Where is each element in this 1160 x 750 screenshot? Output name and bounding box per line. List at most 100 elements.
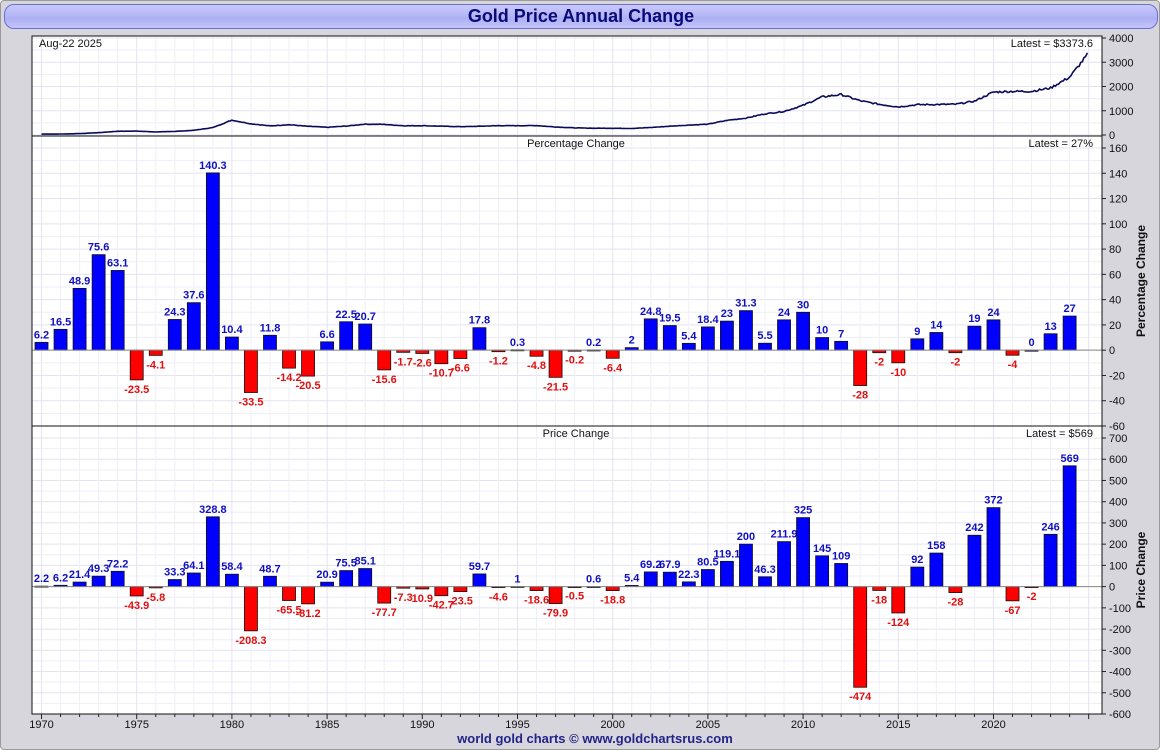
price-change-data-label: 1 xyxy=(514,573,520,585)
percentage-change-ytick-label: 0 xyxy=(1109,345,1115,357)
percentage-change-data-label: -0.2 xyxy=(565,354,584,366)
percentage-change-data-label: -6.6 xyxy=(451,363,470,375)
price-change-bar xyxy=(1043,533,1058,588)
price-change-data-label: -2 xyxy=(1027,591,1037,603)
percentage-change-data-label: -14.2 xyxy=(276,372,301,384)
price-change-data-label: -28 xyxy=(947,597,963,609)
price-change-data-label: 67.9 xyxy=(659,559,680,571)
price-change-bar xyxy=(529,586,544,591)
price-change-data-label: -43.9 xyxy=(124,600,149,612)
percentage-change-data-label: -33.5 xyxy=(238,397,263,409)
price-change-bar xyxy=(110,570,125,588)
price-change-ytick-label: 300 xyxy=(1109,518,1127,530)
percentage-change-latest-label: Latest = 27% xyxy=(1028,138,1093,150)
price-change-data-label: 58.4 xyxy=(221,561,243,573)
price-change-data-label: -65.5 xyxy=(276,605,301,617)
percentage-change-data-label: 7 xyxy=(838,328,844,340)
price-change-data-label: -79.9 xyxy=(543,608,568,620)
percentage-change-bar xyxy=(263,334,277,351)
price-change-data-label: -7.3 xyxy=(394,592,413,604)
percentage-change-data-label: 48.9 xyxy=(69,275,90,287)
gold-price-ytick-label: 4000 xyxy=(1109,33,1133,45)
price-change-data-label: 328.8 xyxy=(199,504,227,516)
price-change-ytick-label: 200 xyxy=(1109,539,1127,551)
price-change-bar xyxy=(986,507,1001,588)
price-change-title: Price Change xyxy=(543,428,610,440)
price-change-latest-label: Latest = $569 xyxy=(1026,428,1093,440)
percentage-change-data-label: 31.3 xyxy=(735,298,756,310)
percentage-change-data-label: -15.6 xyxy=(372,374,397,386)
gold-price-line xyxy=(41,52,1089,135)
price-change-bar xyxy=(244,586,258,632)
percentage-change-ytick-label: 100 xyxy=(1109,219,1127,231)
price-change-ytick-label: 500 xyxy=(1109,475,1127,487)
price-change-data-label: -67 xyxy=(1005,605,1021,617)
percentage-change-data-label: 20.7 xyxy=(354,311,375,323)
price-change-ylabel: Price Change xyxy=(1134,531,1148,608)
percentage-change-bar xyxy=(529,349,544,357)
percentage-change-ytick-label: -20 xyxy=(1109,370,1125,382)
percentage-change-bar xyxy=(472,327,487,351)
percentage-change-data-label: 0.3 xyxy=(510,337,525,349)
price-change-ytick-label: 600 xyxy=(1109,454,1127,466)
price-change-bar xyxy=(758,576,772,588)
percentage-change-data-label: -2.6 xyxy=(413,357,432,369)
percentage-change-bar xyxy=(358,323,373,351)
price-change-data-label: 33.3 xyxy=(164,567,185,579)
percentage-change-bar xyxy=(1062,315,1077,351)
percentage-change-bar xyxy=(225,336,239,351)
price-change-data-label: -77.7 xyxy=(372,607,397,619)
percentage-change-data-label: -2 xyxy=(951,357,961,369)
price-change-data-label: 0.6 xyxy=(586,573,601,585)
percentage-change-bar xyxy=(110,270,125,351)
gold-price-ytick-label: 0 xyxy=(1109,130,1115,142)
percentage-change-data-label: 19.5 xyxy=(659,313,680,325)
percentage-change-data-label: 19 xyxy=(968,313,980,325)
price-change-bar xyxy=(834,563,849,588)
price-change-bar xyxy=(948,586,963,593)
price-change-bar xyxy=(681,581,696,588)
percentage-change-data-label: 10 xyxy=(816,325,828,337)
price-change-bar xyxy=(1062,465,1077,588)
percentage-change-bar xyxy=(453,349,468,359)
plot-border xyxy=(31,35,1103,715)
percentage-change-data-label: 63.1 xyxy=(107,257,128,269)
price-change-bar xyxy=(700,569,715,588)
price-change-data-label: 64.1 xyxy=(183,560,204,572)
price-change-bar xyxy=(225,573,239,588)
percentage-change-ytick-label: 40 xyxy=(1109,295,1121,307)
percentage-change-bar xyxy=(758,342,772,351)
percentage-change-bar xyxy=(777,319,791,351)
price-change-data-label: 22.3 xyxy=(678,569,699,581)
percentage-change-data-label: 24 xyxy=(778,307,791,319)
price-change-data-label: -4.6 xyxy=(489,592,508,604)
percentage-change-ytick-label: 20 xyxy=(1109,320,1121,332)
price-change-bar xyxy=(872,586,887,591)
percentage-change-bar xyxy=(815,337,830,351)
percentage-change-bar xyxy=(1005,349,1020,356)
price-change-ytick-label: -500 xyxy=(1109,688,1131,700)
percentage-change-bar xyxy=(662,325,677,351)
price-change-bar xyxy=(129,586,144,597)
price-change-data-label: 5.4 xyxy=(624,572,640,584)
gold-price-latest-label: Latest = $3373.6 xyxy=(1011,38,1093,50)
percentage-change-bar xyxy=(720,320,734,351)
percentage-change-bar xyxy=(605,349,620,359)
x-tick-label: 1995 xyxy=(505,719,529,731)
price-change-data-label: 242 xyxy=(965,522,983,534)
price-change-bar xyxy=(339,570,354,588)
percentage-change-data-label: 140.3 xyxy=(199,160,227,172)
price-change-data-label: 20.9 xyxy=(316,569,337,581)
price-change-bar xyxy=(929,552,944,588)
percentage-change-bar xyxy=(548,349,563,378)
percentage-change-ytick-label: 160 xyxy=(1109,143,1127,155)
price-change-data-label: 49.3 xyxy=(88,563,109,575)
price-change-data-label: 569 xyxy=(1060,453,1078,465)
percentage-change-data-label: 5.4 xyxy=(681,330,697,342)
percentage-change-bar xyxy=(91,254,106,351)
percentage-change-data-label: -2 xyxy=(874,357,884,369)
percentage-change-ytick-label: 80 xyxy=(1109,244,1121,256)
price-change-bar xyxy=(472,573,487,588)
percentage-change-data-label: 75.6 xyxy=(88,242,109,254)
percentage-change-bar xyxy=(244,349,258,393)
